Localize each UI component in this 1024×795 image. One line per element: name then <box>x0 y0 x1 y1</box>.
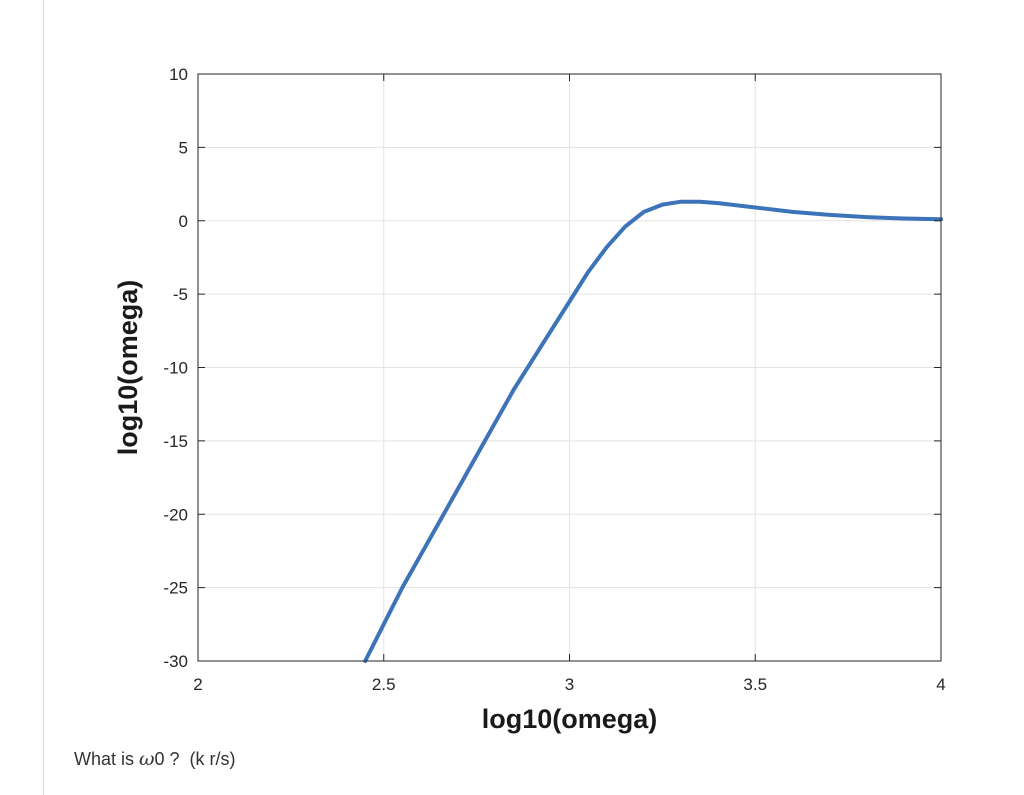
series-line <box>363 199 943 663</box>
label-layer: 2 2.5 3 3.5 4 10 5 0 -5 -10 -15 -20 -25 -30 log10(omeg… <box>113 65 946 734</box>
y-tick-label: -30 <box>163 652 188 671</box>
x-tick-label: 3 <box>565 675 574 694</box>
y-tick-label: -10 <box>163 359 188 378</box>
y-tick-label: -20 <box>163 505 188 524</box>
tick-layer <box>197 73 942 662</box>
y-tick-label: 10 <box>169 65 188 84</box>
series-layer <box>363 199 943 663</box>
y-tick-label: -5 <box>173 285 188 304</box>
y-tick-label: 5 <box>179 138 188 157</box>
omega-symbol: ω <box>139 748 155 770</box>
y-tick-label: -15 <box>163 432 188 451</box>
y-tick-label: -25 <box>163 579 188 598</box>
question-suffix: 0 ? (k r/s) <box>154 749 236 769</box>
x-tick-label: 2 <box>193 675 202 694</box>
line-chart: 2 2.5 3 3.5 4 10 5 0 -5 -10 -15 -20 -25 -30 log10(omeg… <box>113 65 946 734</box>
x-axis-label: log10(omega) <box>482 704 658 734</box>
y-axis-label: log10(omega) <box>113 280 143 456</box>
question-prefix: What is <box>74 749 140 769</box>
y-tick-label: 0 <box>179 212 188 231</box>
left-rule-divider <box>43 0 44 795</box>
x-tick-label: 2.5 <box>372 675 396 694</box>
x-tick-label: 4 <box>936 675 945 694</box>
chart-container: 2 2.5 3 3.5 4 10 5 0 -5 -10 -15 -20 -25 -30 log10(omeg… <box>100 55 980 755</box>
question-text: What is ω0 ? (k r/s) <box>74 748 236 770</box>
grid-layer <box>198 74 941 661</box>
x-tick-label: 3.5 <box>743 675 767 694</box>
